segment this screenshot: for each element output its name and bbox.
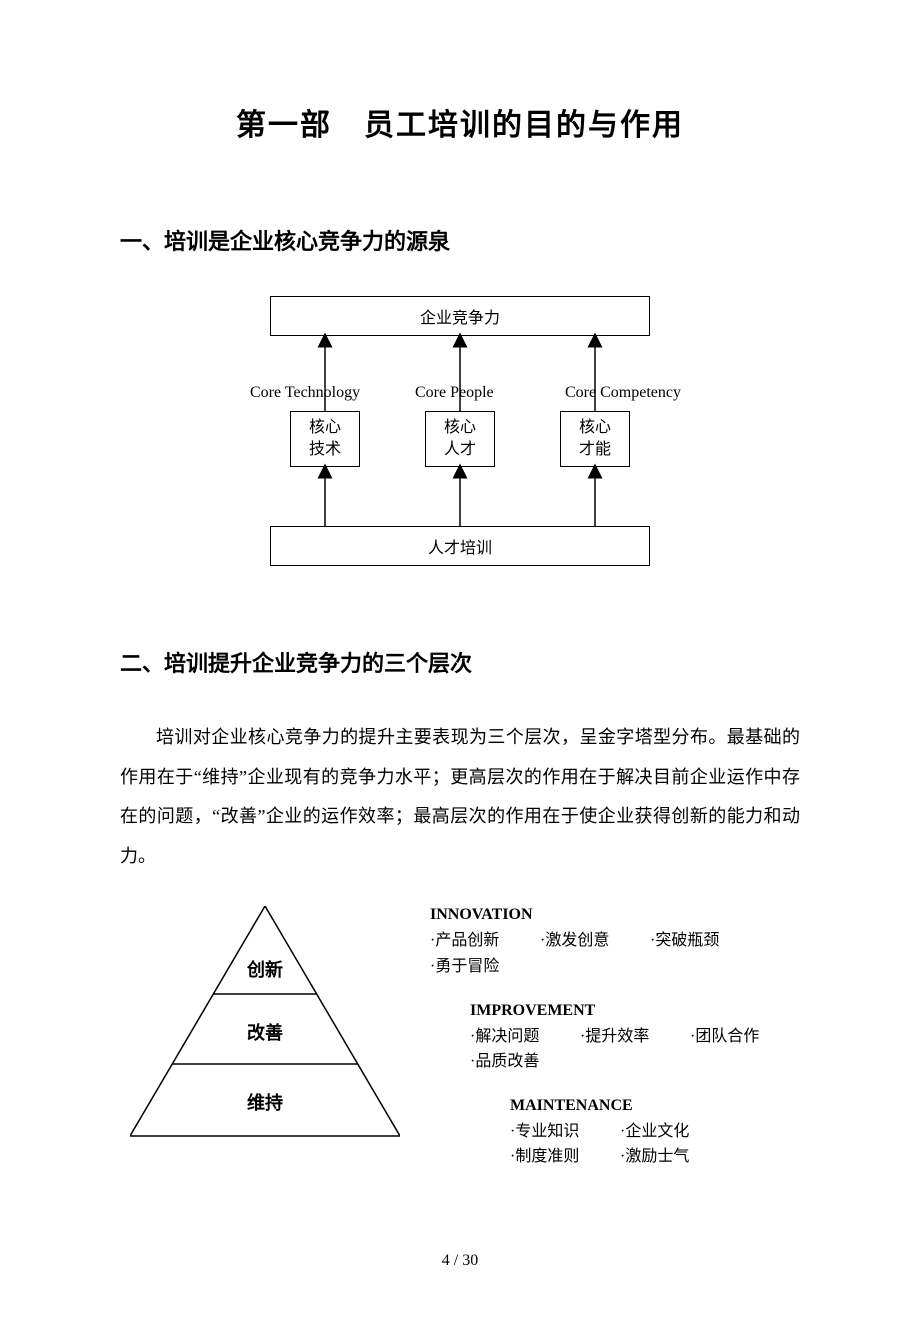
pyramid-level-2: MAINTENANCE ·专业知识 ·企业文化 ·制度准则 ·激励士气 [510,1097,800,1170]
pyramid-en-1: IMPROVEMENT [470,1002,800,1020]
pyramid-item: ·产品创新 [430,928,540,954]
flowchart: 企业竞争力 Core Technology Core People Core C… [220,296,700,576]
pyramid-level-1: IMPROVEMENT ·解决问题 ·提升效率 ·团队合作 ·品质改善 [470,1002,800,1075]
flowchart-arrows [220,296,700,576]
pyramid-item: ·品质改善 [470,1049,580,1075]
pyramid-item: ·企业文化 [620,1119,730,1145]
page-title: 第一部 员工培训的目的与作用 [120,100,800,144]
pyramid-item: ·激励士气 [620,1144,730,1170]
section1-heading: 一、培训是企业核心竞争力的源泉 [120,224,800,256]
pyramid-cn-1: 改善 [247,1022,283,1043]
pyramid-item: ·勇于冒险 [430,954,540,980]
pyramid-item: ·制度准则 [510,1144,620,1170]
pyramid-item: ·解决问题 [470,1024,580,1050]
pyramid-cn-2: 维持 [247,1092,283,1113]
pyramid-item: ·提升效率 [580,1024,690,1050]
pyramid-item: ·团队合作 [690,1024,800,1050]
section2-heading: 二、培训提升企业竞争力的三个层次 [120,646,800,678]
section2-body: 培训对企业核心竞争力的提升主要表现为三个层次，呈金字塔型分布。最基础的作用在于“… [120,718,800,876]
pyramid-level-0: INNOVATION ·产品创新 ·激发创意 ·突破瓶颈 ·勇于冒险 [430,906,800,979]
pyramid-diagram: 创新 改善 维持 [130,906,400,1146]
pyramid-item: ·突破瓶颈 [650,928,760,954]
pyramid-item: ·激发创意 [540,928,650,954]
pyramid-side-labels: INNOVATION ·产品创新 ·激发创意 ·突破瓶颈 ·勇于冒险 IMPRO… [430,906,800,1192]
pyramid-block: 创新 改善 维持 INNOVATION ·产品创新 ·激发创意 ·突破瓶颈 ·勇… [130,906,800,1192]
pyramid-item: ·专业知识 [510,1119,620,1145]
pyramid-cn-0: 创新 [246,959,283,980]
page-footer: 4 / 30 [120,1252,800,1270]
pyramid-en-2: MAINTENANCE [510,1097,800,1115]
pyramid-en-0: INNOVATION [430,906,800,924]
